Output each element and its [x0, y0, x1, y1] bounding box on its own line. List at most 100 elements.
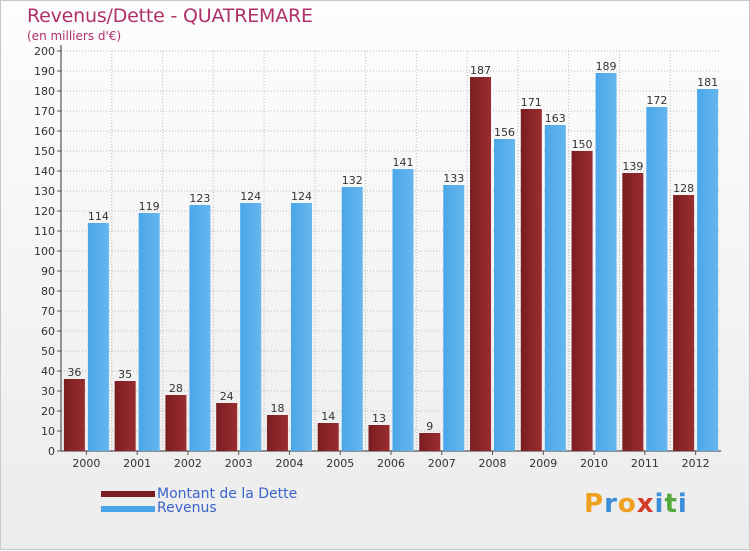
y-tick-label: 130	[34, 185, 55, 198]
data-label-revenus: 132	[342, 174, 363, 187]
bar-dette	[571, 151, 593, 451]
x-tick-label: 2009	[529, 457, 557, 470]
x-tick-label: 2004	[275, 457, 303, 470]
data-label-dette: 28	[169, 382, 183, 395]
bar-dette	[165, 395, 187, 451]
y-tick-label: 190	[34, 65, 55, 78]
y-tick-label: 10	[41, 425, 55, 438]
bar-revenus	[494, 139, 516, 451]
y-tick-label: 180	[34, 85, 55, 98]
bar-revenus	[87, 223, 109, 451]
data-label-dette: 187	[470, 64, 491, 77]
x-tick-label: 2000	[72, 457, 100, 470]
chart-subtitle: (en milliers d'€)	[27, 29, 122, 43]
data-label-dette: 35	[118, 368, 132, 381]
data-label-dette: 14	[321, 410, 335, 423]
y-tick-label: 110	[34, 225, 55, 238]
bar-dette	[63, 379, 85, 451]
logo-letter: r	[604, 489, 618, 519]
bar-dette	[622, 173, 644, 451]
legend-swatch-revenus	[101, 506, 155, 512]
x-tick-label: 2001	[123, 457, 151, 470]
bar-revenus	[341, 187, 363, 451]
x-tick-label: 2002	[174, 457, 202, 470]
logo-letter: x	[636, 489, 655, 519]
legend-label-dette: Montant de la Dette	[157, 486, 298, 502]
data-label-revenus: 181	[697, 76, 718, 89]
data-label-dette: 9	[426, 420, 433, 433]
x-tick-label: 2010	[580, 457, 608, 470]
bar-dette	[470, 77, 492, 451]
bar-dette	[317, 423, 339, 451]
y-tick-label: 80	[41, 285, 55, 298]
data-label-revenus: 133	[443, 172, 464, 185]
data-label-revenus: 156	[494, 126, 515, 139]
y-tick-label: 60	[41, 325, 55, 338]
data-label-dette: 150	[572, 138, 593, 151]
data-label-dette: 13	[372, 412, 386, 425]
bar-revenus	[189, 205, 211, 451]
data-label-dette: 36	[67, 366, 81, 379]
logo-letter: o	[617, 489, 637, 519]
bar-dette	[266, 415, 288, 451]
data-label-dette: 139	[622, 160, 643, 173]
logo-letter: i	[654, 489, 665, 519]
x-tick-label: 2003	[225, 457, 253, 470]
chart-title: Revenus/Dette - QUATREMARE	[27, 5, 313, 27]
y-tick-label: 50	[41, 345, 55, 358]
x-tick-label: 2008	[479, 457, 507, 470]
x-tick-label: 2005	[326, 457, 354, 470]
bar-revenus	[646, 107, 668, 451]
bar-revenus	[697, 89, 719, 451]
logo-letter: t	[664, 489, 678, 519]
y-tick-label: 200	[34, 45, 55, 58]
legend-swatch-dette	[101, 491, 155, 497]
data-label-revenus: 119	[139, 200, 160, 213]
x-tick-label: 2011	[631, 457, 659, 470]
data-label-revenus: 141	[393, 156, 414, 169]
data-label-dette: 128	[673, 182, 694, 195]
data-label-dette: 171	[521, 96, 542, 109]
data-label-revenus: 123	[189, 192, 210, 205]
data-label-revenus: 124	[291, 190, 312, 203]
x-tick-label: 2006	[377, 457, 405, 470]
y-tick-label: 0	[48, 445, 55, 458]
data-label-dette: 24	[220, 390, 234, 403]
y-tick-label: 160	[34, 125, 55, 138]
legend-label-revenus: Revenus	[157, 500, 217, 516]
bar-revenus	[138, 213, 160, 451]
y-tick-label: 40	[41, 365, 55, 378]
x-tick-label: 2007	[428, 457, 456, 470]
x-tick-label: 2012	[682, 457, 710, 470]
bar-dette	[216, 403, 238, 451]
y-tick-label: 150	[34, 145, 55, 158]
logo-letter: i	[677, 489, 688, 519]
bar-dette	[419, 433, 441, 451]
logo-letter: P	[584, 489, 605, 519]
bar-revenus	[290, 203, 312, 451]
bar-revenus	[544, 125, 566, 451]
data-label-revenus: 189	[596, 60, 617, 73]
bar-revenus	[595, 73, 617, 451]
data-label-revenus: 114	[88, 210, 109, 223]
bar-revenus	[240, 203, 262, 451]
y-tick-label: 90	[41, 265, 55, 278]
bar-dette	[368, 425, 390, 451]
bar-revenus	[443, 185, 465, 451]
data-label-dette: 18	[270, 402, 284, 415]
bar-dette	[673, 195, 695, 451]
data-label-revenus: 172	[646, 94, 667, 107]
y-tick-label: 100	[34, 245, 55, 258]
bar-dette	[114, 381, 136, 451]
y-tick-label: 70	[41, 305, 55, 318]
data-label-revenus: 163	[545, 112, 566, 125]
y-tick-label: 120	[34, 205, 55, 218]
y-tick-label: 20	[41, 405, 55, 418]
bar-dette	[520, 109, 542, 451]
data-label-revenus: 124	[240, 190, 261, 203]
bar-revenus	[392, 169, 414, 451]
y-tick-label: 170	[34, 105, 55, 118]
y-tick-label: 140	[34, 165, 55, 178]
